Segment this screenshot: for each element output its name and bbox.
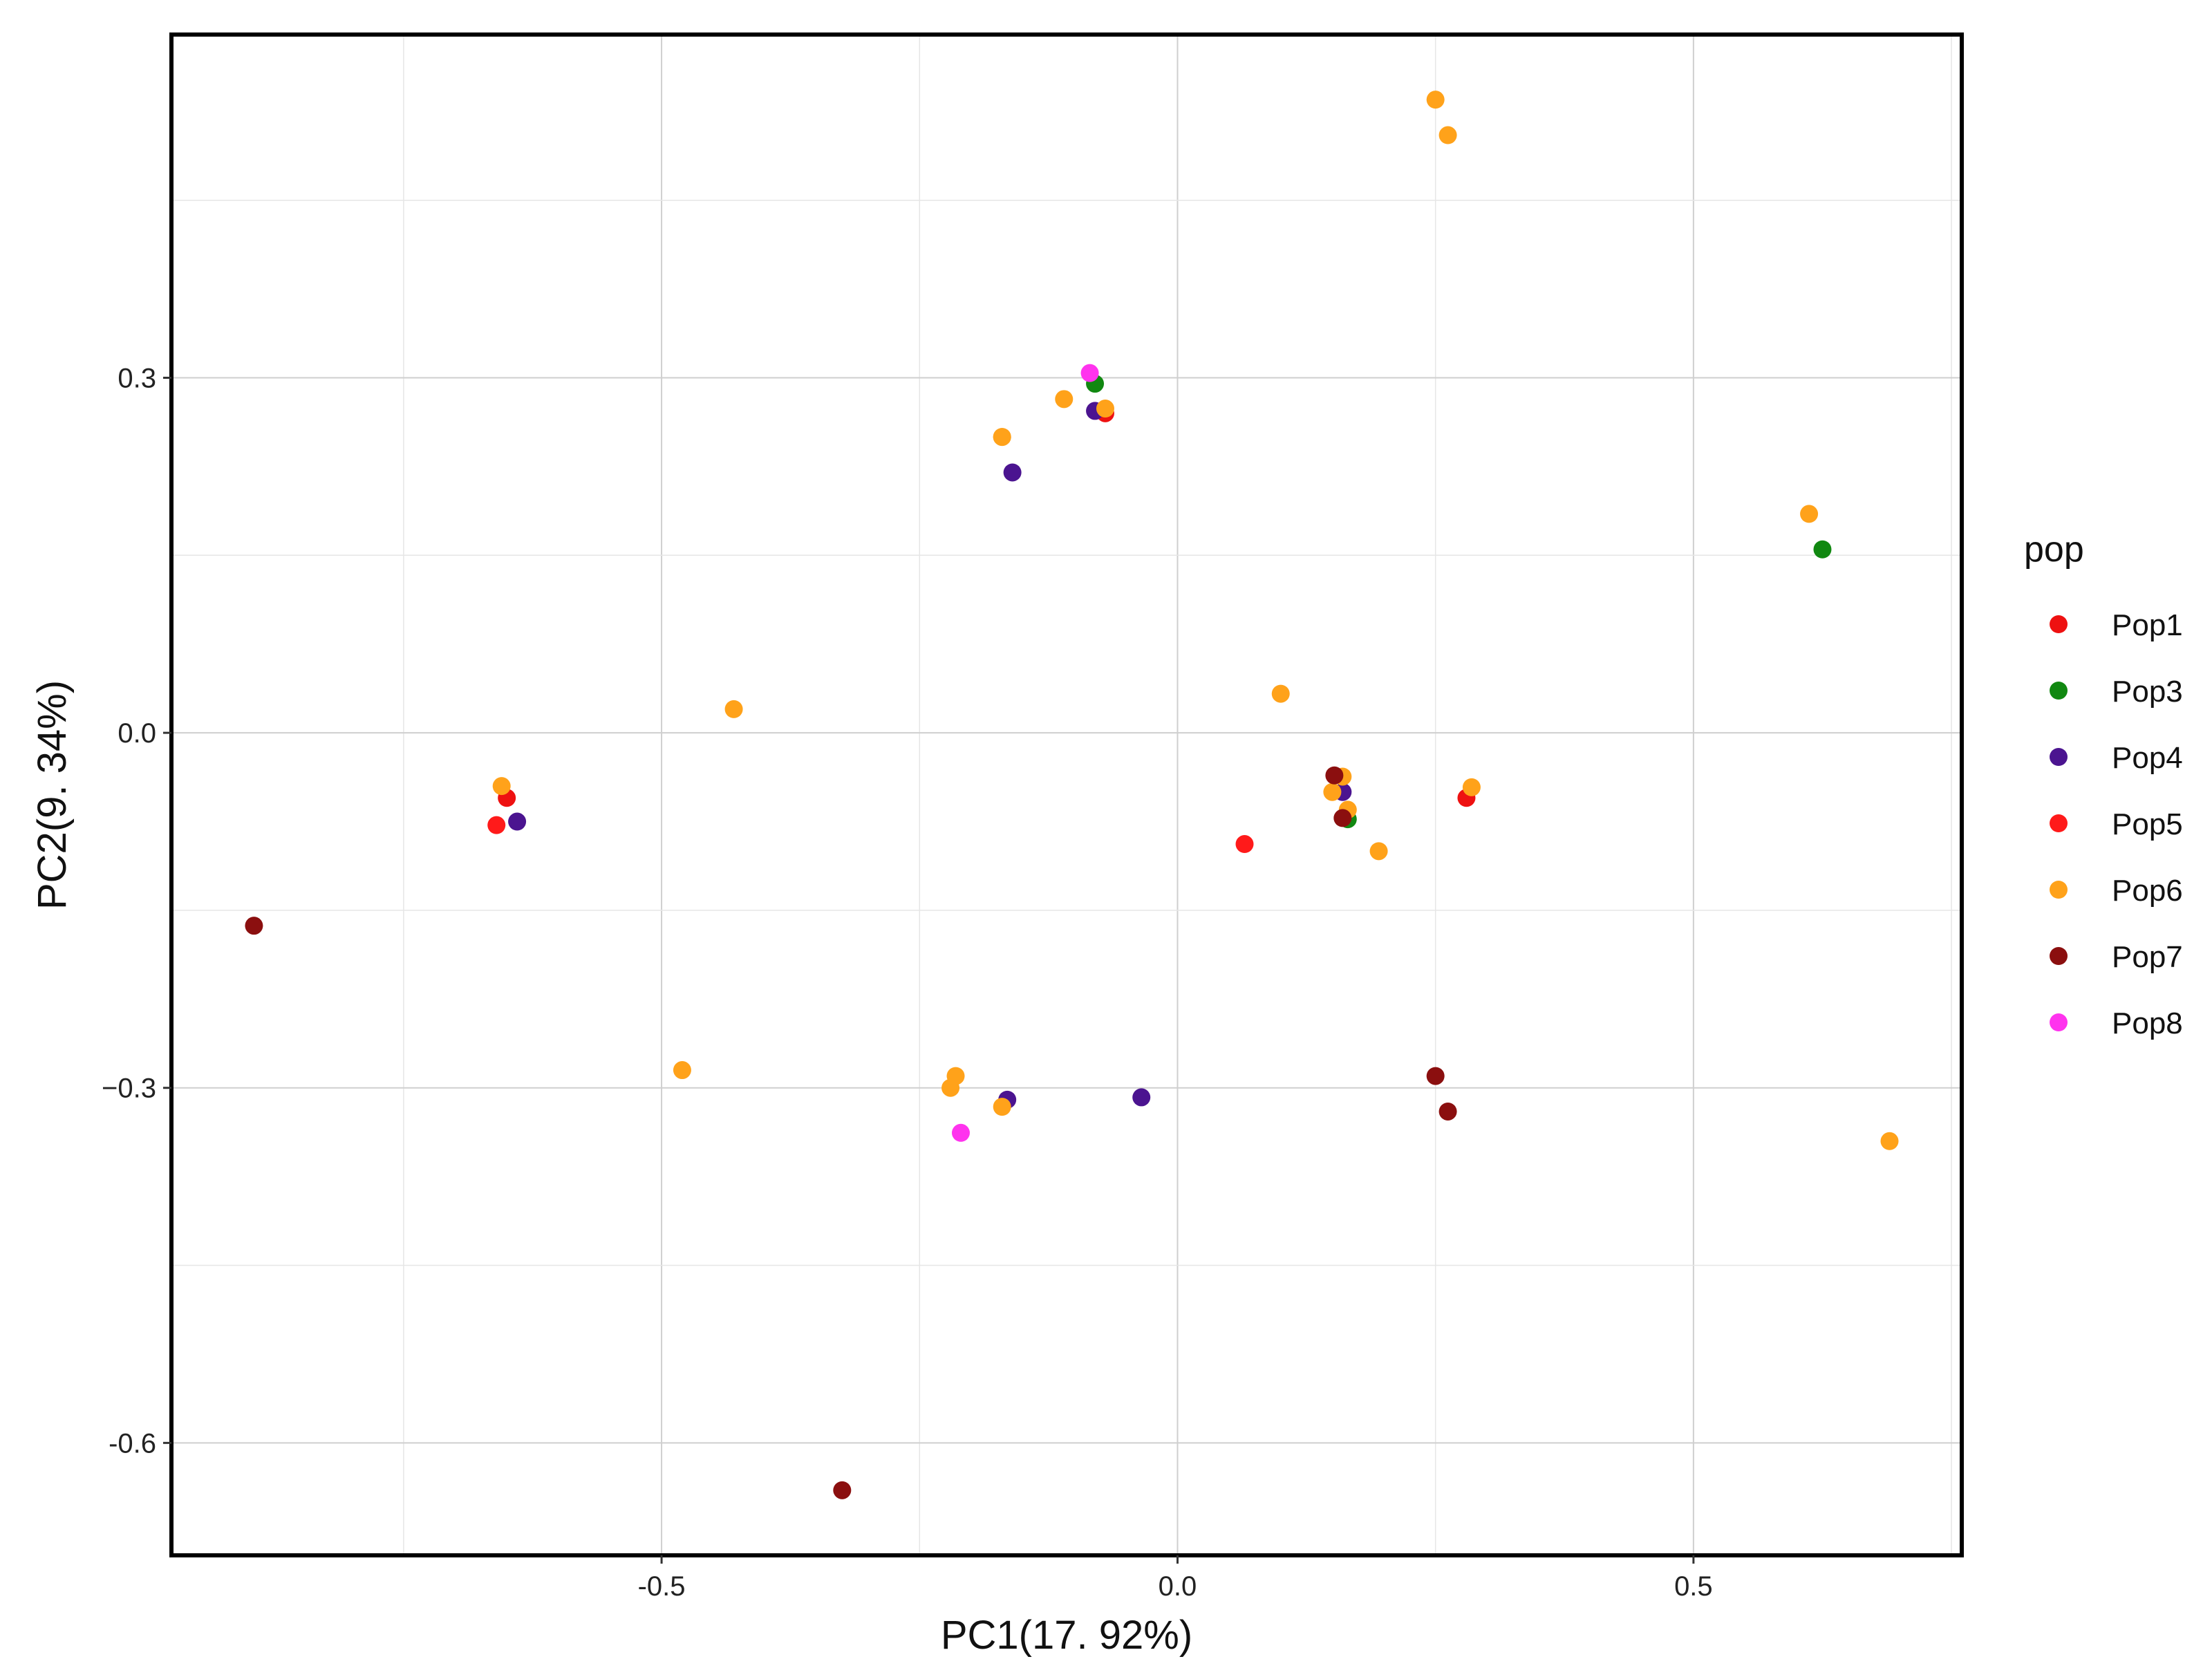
point-pop5 — [487, 816, 506, 834]
legend-swatch-pop4 — [2050, 748, 2068, 766]
legend-label-pop3: Pop3 — [2112, 675, 2183, 709]
x-axis-ticks: -0.5 0.0 0.5 — [638, 1555, 1713, 1602]
x-tick-label: -0.5 — [638, 1571, 686, 1602]
legend-label-pop6: Pop6 — [2112, 874, 2183, 908]
legend: pop Pop1 Pop3 Pop4 Pop5 Pop6 Pop7 Pop8 — [2024, 530, 2183, 1040]
point-pop3 — [1813, 540, 1832, 559]
legend-swatch-pop5 — [2050, 814, 2068, 832]
point-pop6 — [1462, 778, 1481, 796]
point-pop6 — [1438, 126, 1457, 144]
point-pop4 — [1132, 1088, 1151, 1107]
legend-swatch-pop3 — [2050, 682, 2068, 700]
point-pop6 — [1369, 842, 1388, 861]
data-points — [245, 91, 1899, 1499]
point-pop7 — [1325, 766, 1344, 785]
y-tick-label: −0.3 — [102, 1074, 156, 1104]
point-pop6 — [492, 777, 511, 796]
grid — [171, 35, 1962, 1555]
point-pop6 — [993, 428, 1011, 447]
legend-label-pop4: Pop4 — [2112, 741, 2183, 775]
point-pop6 — [1323, 783, 1342, 801]
point-pop5 — [1235, 835, 1254, 854]
point-pop8 — [1080, 364, 1099, 382]
legend-label-pop5: Pop5 — [2112, 807, 2183, 841]
legend-label-pop7: Pop7 — [2112, 940, 2183, 974]
point-pop6 — [1271, 684, 1290, 703]
y-tick-label: -0.6 — [109, 1428, 156, 1459]
x-axis-title: PC1(17. 92%) — [941, 1613, 1192, 1658]
x-tick-label: 0.0 — [1159, 1571, 1197, 1602]
point-pop7 — [833, 1481, 852, 1499]
point-pop7 — [1333, 809, 1352, 827]
point-pop6 — [1055, 390, 1074, 409]
point-pop4 — [508, 812, 527, 831]
point-pop4 — [1003, 463, 1022, 482]
point-pop6 — [1426, 91, 1445, 109]
point-pop6 — [993, 1098, 1011, 1116]
legend-label-pop8: Pop8 — [2112, 1006, 2183, 1040]
legend-swatch-pop7 — [2050, 947, 2068, 965]
legend-swatch-pop8 — [2050, 1013, 2068, 1031]
legend-label-pop1: Pop1 — [2112, 608, 2183, 642]
point-pop6 — [724, 700, 743, 718]
legend-swatch-pop1 — [2050, 615, 2068, 633]
point-pop6 — [1800, 505, 1819, 523]
plot-frame — [169, 32, 1964, 1557]
y-axis-title: PC2(9. 34%) — [30, 680, 75, 910]
legend-swatch-pop6 — [2050, 881, 2068, 899]
point-pop6 — [941, 1078, 960, 1097]
point-pop7 — [245, 917, 263, 935]
y-tick-label: 0.3 — [118, 363, 156, 393]
legend-title: pop — [2024, 530, 2084, 570]
y-tick-label: 0.0 — [118, 718, 156, 749]
point-pop6 — [673, 1061, 691, 1080]
point-pop7 — [1426, 1067, 1445, 1085]
point-pop8 — [951, 1123, 970, 1142]
y-axis-ticks: 0.3 0.0 −0.3 -0.6 — [102, 363, 171, 1459]
point-pop7 — [1438, 1102, 1457, 1121]
point-pop6 — [1880, 1132, 1899, 1150]
x-tick-label: 0.5 — [1674, 1571, 1713, 1602]
point-pop6 — [1096, 400, 1114, 418]
